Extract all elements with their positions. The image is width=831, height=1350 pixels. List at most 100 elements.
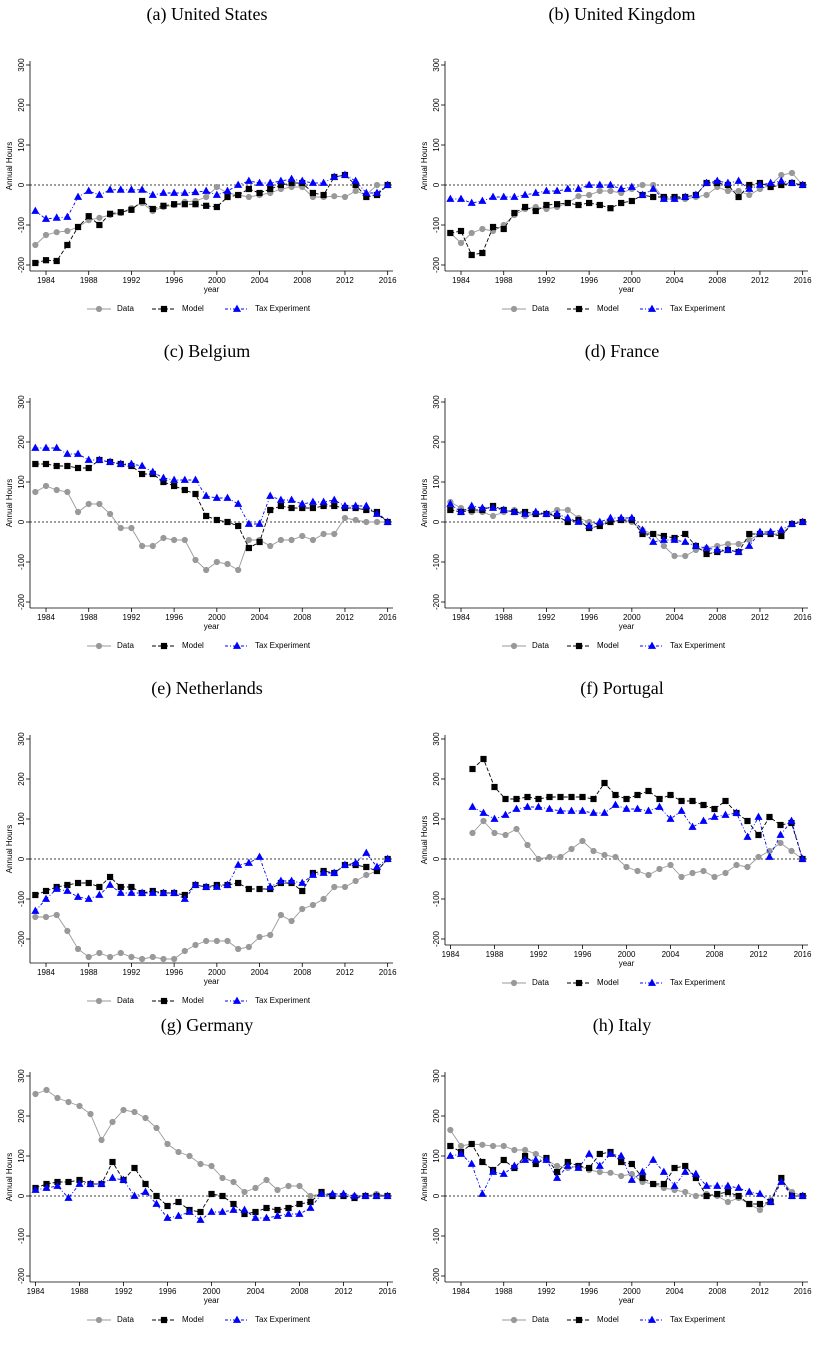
marker (106, 210, 114, 217)
marker (196, 1215, 205, 1223)
marker (564, 199, 571, 207)
marker (319, 868, 328, 876)
marker (372, 862, 382, 870)
x-tick-label: 1992 (538, 613, 556, 622)
y-tick-label: 100 (17, 812, 26, 826)
marker (660, 1180, 667, 1188)
marker (510, 1161, 519, 1169)
legend-label: Data (532, 304, 549, 313)
marker (86, 1179, 95, 1187)
x-tick-label: 1984 (37, 613, 55, 622)
marker (721, 810, 730, 818)
marker (339, 1189, 348, 1197)
marker (224, 193, 231, 201)
x-tick-label: 2012 (335, 1287, 353, 1296)
x-axis-label: year (204, 622, 220, 631)
y-axis-label: Annual Hours (420, 1153, 429, 1201)
marker (351, 858, 360, 866)
marker (744, 817, 751, 825)
marker (219, 1192, 226, 1200)
series-line (35, 858, 388, 960)
marker (53, 911, 60, 919)
panel: (b) United Kingdom -200 -100 0 100 200 300 1984… (420, 4, 812, 313)
marker (109, 1158, 116, 1166)
panel: (g) Germany -200 -100 0 100 200 300 1984 1988 199… (5, 1015, 397, 1324)
marker (499, 1169, 508, 1177)
marker (352, 516, 359, 524)
marker (734, 1183, 743, 1191)
marker (521, 1155, 530, 1163)
marker (106, 510, 114, 518)
x-tick-label: 2008 (708, 613, 726, 622)
marker (273, 1211, 282, 1219)
marker (755, 831, 762, 839)
marker (127, 888, 136, 896)
marker (52, 213, 61, 221)
legend-label: Model (182, 304, 204, 313)
marker (513, 795, 520, 803)
marker (734, 176, 743, 184)
marker (331, 193, 338, 200)
marker (76, 1102, 83, 1110)
marker (383, 180, 392, 188)
x-tick-label: 1984 (27, 1287, 45, 1296)
marker (213, 516, 220, 524)
marker (744, 863, 751, 871)
marker (53, 229, 60, 236)
legend-label: Tax Experiment (255, 996, 311, 1005)
marker (97, 1179, 106, 1187)
marker (320, 191, 327, 199)
marker (777, 821, 784, 829)
legend-label: Data (117, 1315, 134, 1324)
marker (350, 1191, 359, 1199)
marker (139, 470, 146, 478)
marker (756, 1206, 764, 1214)
marker (638, 190, 647, 198)
legend-label: Data (117, 641, 134, 650)
y-tick-label: -200 (432, 930, 441, 947)
marker (746, 191, 753, 199)
marker (53, 1181, 62, 1189)
marker (650, 1180, 657, 1188)
marker (32, 891, 39, 899)
marker (361, 1191, 370, 1199)
marker (510, 192, 519, 200)
marker (170, 475, 179, 483)
x-tick-label: 1992 (530, 950, 548, 959)
marker (298, 176, 307, 184)
marker (319, 497, 328, 505)
legend-marker (232, 641, 242, 649)
marker (203, 202, 210, 209)
marker (627, 182, 636, 190)
marker (277, 536, 284, 544)
marker (501, 810, 510, 818)
marker (267, 185, 274, 193)
marker (160, 202, 167, 209)
marker (500, 1156, 507, 1164)
series-line (450, 505, 803, 555)
marker (724, 1188, 732, 1196)
marker (306, 1203, 315, 1211)
marker (192, 201, 199, 208)
x-tick-label: 2008 (708, 1287, 726, 1296)
series-line (35, 174, 388, 264)
legend-label: Tax Experiment (255, 304, 311, 313)
marker (568, 793, 575, 801)
marker (175, 1148, 182, 1156)
marker (681, 537, 690, 545)
x-tick-label: 1988 (71, 1287, 89, 1296)
x-tick-label: 2008 (291, 1287, 309, 1296)
x-tick-label: 1984 (452, 1287, 470, 1296)
x-tick-label: 1996 (580, 276, 598, 285)
marker (320, 530, 327, 538)
marker (42, 482, 50, 490)
marker (116, 185, 125, 193)
marker (755, 180, 765, 188)
marker (85, 879, 92, 887)
marker (174, 1211, 183, 1219)
marker (256, 933, 263, 941)
marker (553, 509, 562, 517)
y-tick-label: 0 (17, 519, 26, 524)
marker (372, 1191, 381, 1199)
marker (308, 178, 317, 186)
